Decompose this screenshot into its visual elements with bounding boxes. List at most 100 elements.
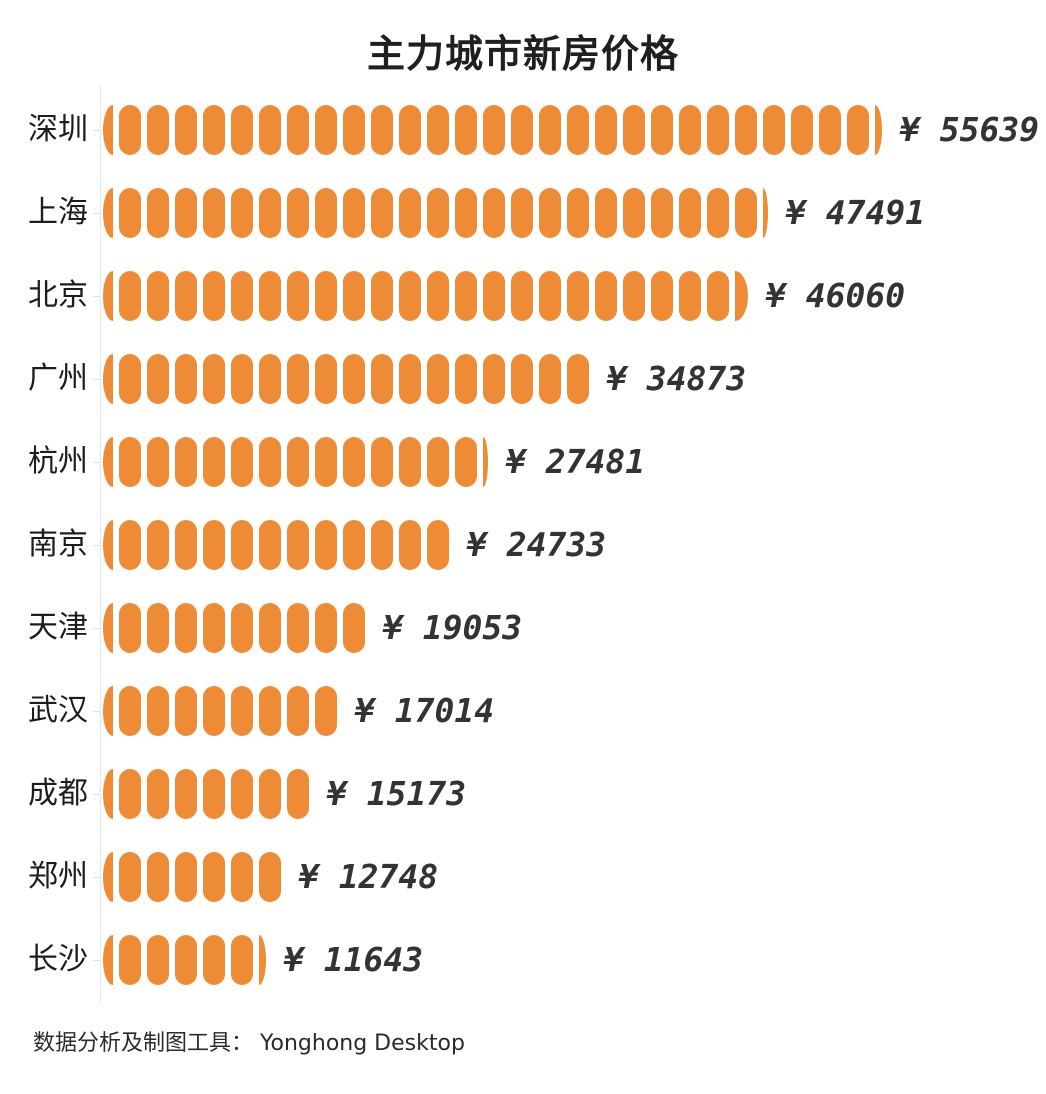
pill-segment [399, 270, 421, 321]
pill-segment [231, 934, 253, 985]
value-label: ¥ 19053 [383, 608, 523, 647]
pill-segment [203, 436, 225, 487]
pill-segment [651, 104, 673, 155]
pill-segment [231, 353, 253, 404]
pill-segment [763, 104, 785, 155]
pictogram-bar[interactable] [103, 187, 768, 238]
pill-segment [315, 519, 337, 570]
pill-segment [315, 436, 337, 487]
pill-segment [343, 353, 365, 404]
pictogram-bar[interactable] [103, 934, 266, 985]
pill-segment [511, 104, 533, 155]
pill-segment [371, 187, 393, 238]
pill-segment [259, 270, 281, 321]
category-label: 郑州 [28, 858, 88, 894]
bar-row: 上海 ¥ 47491 [0, 171, 1046, 254]
pill-segment [539, 187, 561, 238]
pill-segment-start [103, 685, 113, 736]
pictogram-bar[interactable] [103, 602, 365, 653]
pill-segment [147, 436, 169, 487]
pill-segment [203, 519, 225, 570]
pictogram-bar[interactable] [103, 353, 589, 404]
axis-tick-mark [93, 461, 100, 463]
pill-segment [791, 104, 813, 155]
pill-segment [651, 187, 673, 238]
pill-segment [203, 104, 225, 155]
pill-segment [231, 851, 253, 902]
pictogram-bar[interactable] [103, 768, 309, 819]
bar-row: 长沙 ¥ 11643 [0, 918, 1046, 1001]
pill-segment [231, 436, 253, 487]
pill-segment [595, 104, 617, 155]
pill-segment [707, 187, 729, 238]
pill-segment-start [103, 187, 113, 238]
value-label: ¥ 47491 [786, 193, 926, 232]
pill-segment [483, 187, 505, 238]
pill-segment [539, 270, 561, 321]
value-label: ¥ 24733 [467, 525, 607, 564]
pill-segment [287, 187, 309, 238]
pill-segment [595, 270, 617, 321]
axis-tick-mark [93, 710, 100, 712]
axis-tick-mark [93, 627, 100, 629]
pill-segment [147, 851, 169, 902]
pill-segment [483, 104, 505, 155]
pill-segment [175, 768, 197, 819]
pill-segment [819, 104, 841, 155]
bar-row: 天津 ¥ 19053 [0, 586, 1046, 669]
category-label: 南京 [28, 526, 88, 562]
pill-segment [287, 602, 309, 653]
pill-segment [287, 270, 309, 321]
pill-segment [623, 187, 645, 238]
pill-segment [231, 270, 253, 321]
axis-tick-mark [93, 212, 100, 214]
pill-segment [259, 685, 281, 736]
bar-rows-container: 深圳 ¥ 55639 上海 ¥ 47491 北京 ¥ 46060 广州 ¥ 34873 杭州 ¥ … [0, 88, 1046, 1001]
pill-segment [259, 851, 281, 902]
value-label: ¥ 12748 [299, 857, 439, 896]
pill-segment-partial [763, 187, 768, 238]
axis-tick-mark [93, 876, 100, 878]
pill-segment [175, 519, 197, 570]
pill-segment [147, 934, 169, 985]
pill-segment [147, 187, 169, 238]
pictogram-bar[interactable] [103, 436, 488, 487]
pill-segment [147, 270, 169, 321]
pill-segment [315, 602, 337, 653]
pill-segment [399, 353, 421, 404]
bar-row: 武汉 ¥ 17014 [0, 669, 1046, 752]
pill-segment [119, 436, 141, 487]
pill-segment [483, 353, 505, 404]
pill-segment-start [103, 436, 113, 487]
pill-segment [203, 270, 225, 321]
pill-segment [175, 602, 197, 653]
pill-segment [287, 768, 309, 819]
pill-segment [147, 602, 169, 653]
pictogram-bar[interactable] [103, 104, 882, 155]
bar-chart: 深圳 ¥ 55639 上海 ¥ 47491 北京 ¥ 46060 广州 ¥ 34873 杭州 ¥ … [0, 86, 1046, 1003]
pill-segment [119, 934, 141, 985]
axis-tick-mark [93, 378, 100, 380]
pill-segment [259, 104, 281, 155]
pictogram-bar[interactable] [103, 270, 748, 321]
pictogram-bar[interactable] [103, 685, 337, 736]
category-label: 成都 [28, 775, 88, 811]
pictogram-bar[interactable] [103, 851, 281, 902]
pill-segment [119, 270, 141, 321]
pill-segment [119, 104, 141, 155]
pill-segment-partial [259, 934, 266, 985]
pill-segment [119, 353, 141, 404]
pill-segment [147, 519, 169, 570]
pictogram-bar[interactable] [103, 519, 449, 570]
pill-segment [175, 934, 197, 985]
pill-segment [259, 768, 281, 819]
value-label: ¥ 55639 [900, 110, 1040, 149]
pill-segment [567, 104, 589, 155]
pill-segment [455, 436, 477, 487]
category-label: 长沙 [28, 941, 88, 977]
pill-segment [231, 187, 253, 238]
pill-segment [147, 685, 169, 736]
value-label: ¥ 15173 [327, 774, 467, 813]
value-label: ¥ 17014 [355, 691, 495, 730]
value-label: ¥ 27481 [506, 442, 646, 481]
